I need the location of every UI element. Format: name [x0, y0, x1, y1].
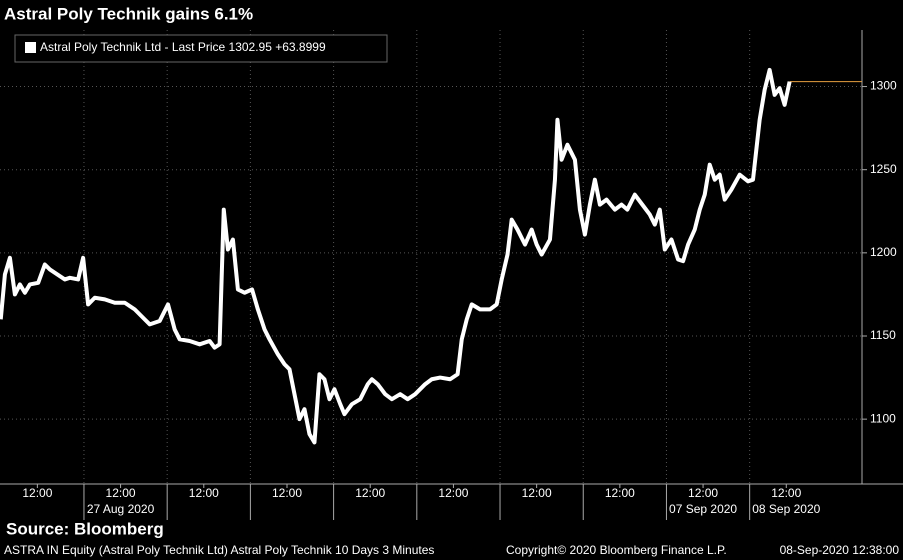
chart-title: Astral Poly Technik gains 6.1% — [4, 4, 253, 23]
y-tick-label: 1300 — [870, 79, 897, 93]
x-tick-label: 12:00 — [771, 486, 801, 500]
x-tick-label: 12:00 — [189, 486, 219, 500]
y-tick-label: 1150 — [870, 328, 896, 342]
x-tick-label: 12:00 — [605, 486, 635, 500]
x-date-label: 08 Sep 2020 — [752, 502, 820, 516]
y-tick-label: 1100 — [870, 411, 896, 425]
x-tick-label: 12:00 — [438, 486, 468, 500]
legend-swatch — [25, 42, 36, 53]
footer-center: Copyright© 2020 Bloomberg Finance L.P. — [506, 543, 727, 557]
x-tick-label: 12:00 — [355, 486, 385, 500]
x-tick-label: 12:00 — [106, 486, 136, 500]
x-tick-label: 12:00 — [272, 486, 302, 500]
x-date-label: 27 Aug 2020 — [87, 502, 155, 516]
price-line — [0, 67, 792, 445]
y-tick-label: 1250 — [870, 162, 897, 176]
x-tick-label: 12:00 — [22, 486, 52, 500]
x-tick-label: 12:00 — [522, 486, 552, 500]
x-date-label: 07 Sep 2020 — [669, 502, 737, 516]
footer-left: ASTRA IN Equity (Astral Poly Technik Ltd… — [4, 543, 434, 557]
y-tick-label: 1200 — [870, 245, 897, 259]
legend-box — [14, 34, 388, 63]
x-tick-label: 12:00 — [688, 486, 718, 500]
source: Source: Bloomberg — [6, 519, 164, 538]
legend-label: Astral Poly Technik Ltd - Last Price 130… — [40, 40, 326, 54]
footer-right: 08-Sep-2020 12:38:00 — [780, 543, 900, 557]
